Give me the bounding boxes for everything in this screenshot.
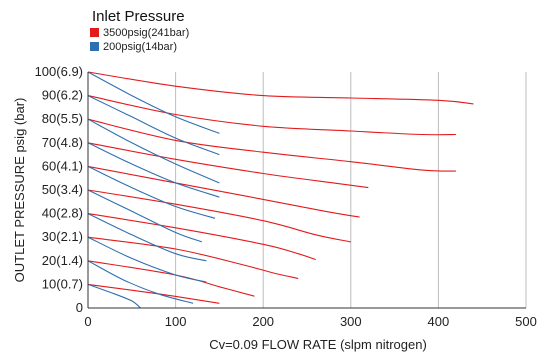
y-tick-label-5: 50(3.4)	[42, 182, 83, 197]
series-line-200psig-13	[87, 142, 220, 198]
series-line-200psig-18	[87, 260, 194, 304]
x-axis-label: Cv=0.09 FLOW RATE (slpm nitrogen)	[209, 337, 427, 352]
series-line-200psig-16	[87, 213, 207, 262]
legend-swatch-3500psig	[90, 28, 99, 37]
axes	[87, 72, 526, 309]
y-tick-label-2: 20(1.4)	[42, 253, 83, 268]
series-line-3500psig-8	[87, 260, 255, 297]
legend: Inlet Pressure 3500psig(241bar) 200psig(…	[90, 8, 189, 53]
legend-title: Inlet Pressure	[92, 8, 185, 25]
tick-labels: 0 100 200 300 400 500 0 10(0.7) 20(1.4) 30(2.1) 40…	[35, 64, 537, 329]
series-line-3500psig-1	[87, 95, 456, 136]
y-tick-label-4: 40(2.8)	[42, 206, 83, 221]
x-tick-label-0: 0	[84, 314, 91, 329]
series-line-200psig-11	[87, 95, 220, 156]
y-tick-label-3: 30(2.1)	[42, 229, 83, 244]
x-tick-label-5: 500	[515, 314, 537, 329]
series-line-200psig-19	[87, 283, 141, 309]
legend-entry-200psig: 200psig(14bar)	[103, 41, 177, 53]
series-line-200psig-15	[87, 189, 203, 243]
y-tick-label-0: 0	[76, 300, 83, 315]
series-line-3500psig-5	[87, 189, 351, 243]
series-line-200psig-17	[87, 236, 207, 283]
series-line-3500psig-7	[87, 236, 299, 280]
y-tick-label-10: 100(6.9)	[35, 64, 83, 79]
series-line-200psig-10	[87, 71, 220, 134]
legend-entry-3500psig: 3500psig(241bar)	[103, 27, 189, 39]
x-tick-label-4: 400	[428, 314, 450, 329]
legend-swatch-200psig	[90, 42, 99, 51]
series-line-3500psig-3	[87, 142, 369, 189]
series-line-3500psig-0	[87, 71, 474, 105]
series-line-200psig-12	[87, 118, 220, 184]
x-tick-label-3: 300	[340, 314, 362, 329]
x-tick-label-1: 100	[165, 314, 187, 329]
series-line-3500psig-9	[87, 283, 220, 304]
y-tick-label-1: 10(0.7)	[42, 276, 83, 291]
y-tick-label-7: 70(4.8)	[42, 135, 83, 150]
y-tick-label-9: 90(6.2)	[42, 88, 83, 103]
series-line-3500psig-6	[87, 213, 316, 261]
y-tick-label-8: 80(5.5)	[42, 111, 83, 126]
series-group	[87, 71, 474, 309]
grid	[175, 72, 527, 308]
y-tick-label-6: 60(4.1)	[42, 158, 83, 173]
x-tick-label-2: 200	[252, 314, 274, 329]
series-line-3500psig-2	[87, 118, 456, 172]
series-line-200psig-14	[87, 165, 216, 219]
y-axis-label: OUTLET PRESSURE psig (bar)	[12, 98, 27, 283]
series-line-3500psig-4	[87, 165, 360, 218]
